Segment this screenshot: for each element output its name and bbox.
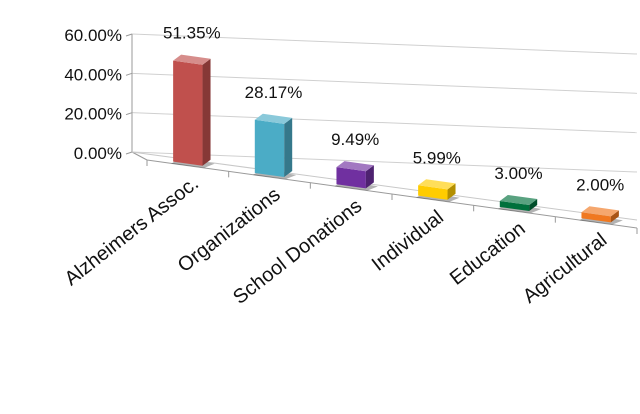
bar [416,179,460,202]
bar-front [581,212,611,223]
bar-top [336,161,374,172]
bar-front [254,119,285,178]
category-label: Alzheimers Assoc. [61,172,203,290]
gridline [131,112,638,134]
y-tick-mark [125,112,133,116]
y-tick-label: 40.00% [64,65,122,84]
bar-top [581,206,619,217]
bar-front [418,185,448,200]
bar-top [499,194,538,206]
bar-side [447,183,456,200]
floor-edge [131,151,148,161]
y-tick-label: 0.00% [74,144,122,163]
bar-top [254,113,293,124]
bar-front [499,200,530,212]
category-label: Agricultural [519,229,611,308]
bar-side [529,199,538,212]
bar [579,206,623,225]
data-label: 51.35% [163,24,221,43]
data-label: 28.17% [245,83,303,102]
y-tick-label: 60.00% [64,26,122,45]
bar-side [365,165,374,189]
bar [171,54,215,168]
bar [497,194,542,214]
data-label: 3.00% [494,164,542,183]
data-label: 2.00% [576,175,624,194]
gridlines [131,33,638,173]
y-tick-label: 20.00% [64,105,122,124]
bar-top [173,54,211,65]
bar-side [202,58,211,166]
gridline [131,72,638,94]
bar-front [336,167,366,189]
data-label: 9.49% [331,130,379,149]
y-tick-mark [125,72,133,76]
bars [171,54,623,225]
bar [252,113,297,180]
bar-side [610,210,619,223]
bar-top [418,179,456,190]
bar-side [284,117,293,178]
axes [125,33,638,234]
y-tick-mark [125,151,133,155]
gridline [131,151,638,173]
bar [334,161,378,191]
y-tick-mark [125,33,133,37]
gridline [131,33,638,55]
data-label: 5.99% [413,148,461,167]
bar-front [173,60,203,166]
category-label: Individual [368,206,448,275]
floor-back-edge [131,151,638,221]
category-label: Education [446,218,530,290]
